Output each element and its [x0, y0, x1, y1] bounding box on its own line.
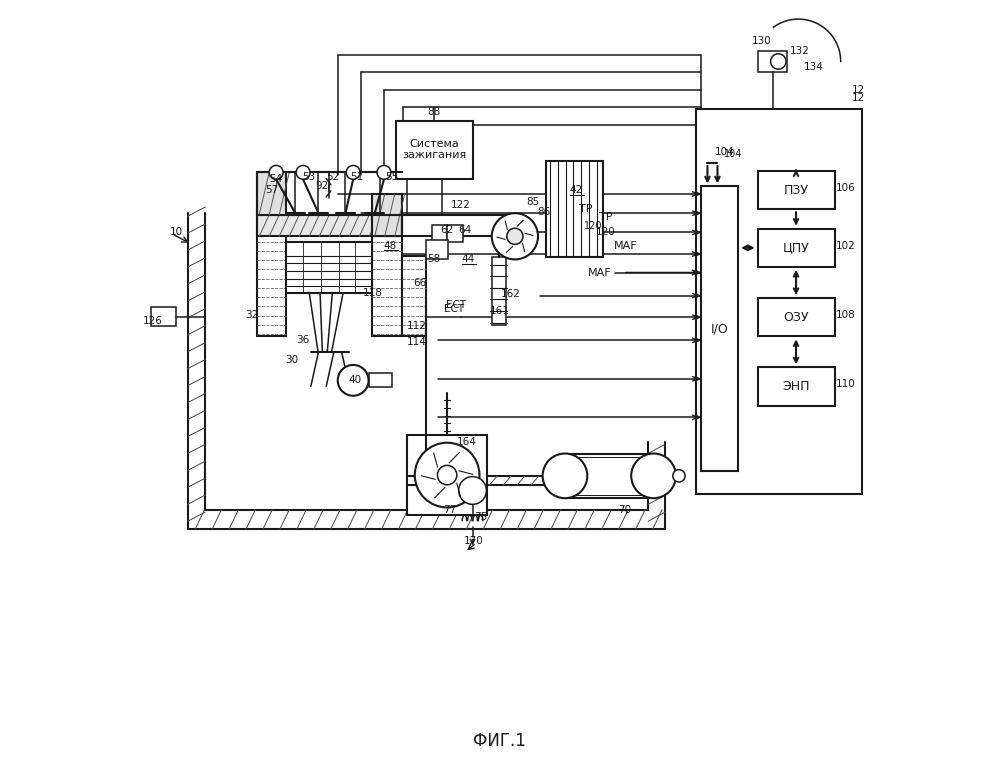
Bar — [757, 367, 834, 406]
Text: MAF: MAF — [587, 267, 611, 278]
Circle shape — [377, 165, 391, 179]
Bar — [373, 194, 402, 237]
Text: 134: 134 — [804, 62, 824, 72]
Text: 52: 52 — [326, 172, 339, 182]
Text: 102: 102 — [836, 240, 856, 250]
Bar — [396, 121, 473, 179]
Circle shape — [459, 477, 487, 504]
Circle shape — [296, 165, 310, 179]
Bar — [757, 51, 787, 72]
Text: 164: 164 — [458, 437, 478, 447]
Text: 104: 104 — [715, 147, 735, 157]
Text: 132: 132 — [790, 46, 810, 56]
Text: ПЗУ: ПЗУ — [783, 184, 808, 196]
Text: ЕСТ: ЕСТ — [446, 300, 466, 310]
Circle shape — [269, 165, 283, 179]
Bar — [257, 215, 402, 237]
Text: ТР: ТР — [579, 204, 592, 214]
Bar — [152, 307, 176, 326]
Text: ЕСТ: ЕСТ — [444, 305, 465, 315]
Bar — [427, 240, 448, 260]
Text: 40: 40 — [349, 376, 362, 385]
Text: 86: 86 — [537, 206, 550, 216]
Bar — [407, 435, 488, 515]
Text: 118: 118 — [364, 288, 384, 298]
Text: 30: 30 — [285, 355, 298, 365]
Circle shape — [506, 228, 523, 244]
Circle shape — [672, 470, 685, 482]
Circle shape — [492, 213, 538, 260]
Text: ФИГ.1: ФИГ.1 — [474, 732, 525, 750]
Bar — [565, 454, 653, 498]
Circle shape — [770, 54, 786, 69]
Text: 161: 161 — [490, 306, 509, 316]
Bar — [757, 171, 834, 209]
Bar — [373, 237, 402, 336]
Circle shape — [347, 165, 360, 179]
Text: 104: 104 — [723, 149, 742, 159]
Text: ТР: ТР — [599, 212, 612, 222]
Text: 130: 130 — [751, 36, 771, 46]
Text: 110: 110 — [836, 380, 856, 389]
Text: ЦПУ: ЦПУ — [782, 241, 809, 254]
Circle shape — [415, 443, 480, 507]
Bar — [286, 243, 373, 292]
Bar — [701, 186, 738, 472]
Text: 12: 12 — [852, 93, 865, 103]
Text: 122: 122 — [452, 200, 471, 210]
Text: 57: 57 — [266, 185, 279, 195]
Text: Система
зажигания: Система зажигания — [402, 139, 467, 161]
Text: 36: 36 — [297, 335, 310, 346]
Text: 10: 10 — [170, 227, 183, 237]
Text: 112: 112 — [408, 322, 427, 332]
Text: 108: 108 — [836, 310, 856, 320]
Text: 88: 88 — [428, 107, 441, 117]
Text: 120: 120 — [584, 221, 602, 231]
Bar — [757, 229, 834, 267]
Bar — [757, 298, 834, 336]
Text: 54: 54 — [270, 174, 283, 183]
Text: I/O: I/O — [711, 322, 728, 335]
Bar — [696, 109, 861, 494]
Text: 70: 70 — [617, 505, 630, 515]
Text: 66: 66 — [413, 278, 426, 288]
Text: 126: 126 — [143, 316, 163, 326]
Text: 85: 85 — [526, 196, 539, 206]
Bar — [448, 225, 463, 242]
Bar — [402, 256, 427, 336]
Text: 75: 75 — [474, 512, 487, 523]
Bar — [257, 217, 286, 336]
Text: ЭНП: ЭНП — [782, 380, 810, 393]
Circle shape — [631, 454, 676, 498]
Bar — [492, 257, 505, 325]
Text: 55: 55 — [385, 172, 399, 182]
Bar — [402, 215, 521, 237]
Circle shape — [438, 465, 457, 485]
Text: 62: 62 — [441, 225, 454, 235]
Text: 32: 32 — [245, 310, 258, 320]
Text: 170: 170 — [465, 536, 484, 546]
Circle shape — [542, 454, 587, 498]
Circle shape — [338, 365, 369, 396]
Text: 42: 42 — [569, 185, 583, 195]
Text: 64: 64 — [459, 225, 472, 235]
Text: ОЗУ: ОЗУ — [783, 311, 809, 324]
Text: 12: 12 — [852, 85, 865, 95]
Text: 114: 114 — [408, 337, 427, 347]
Bar — [257, 172, 286, 215]
Text: 92: 92 — [316, 181, 329, 191]
Text: 77: 77 — [443, 505, 457, 515]
Bar — [545, 161, 603, 257]
Text: 58: 58 — [428, 254, 441, 264]
Text: MAF: MAF — [614, 240, 638, 250]
Text: 120: 120 — [596, 227, 615, 237]
Text: 106: 106 — [836, 182, 856, 192]
Text: 51: 51 — [351, 172, 364, 182]
Bar — [432, 225, 448, 242]
Text: 53: 53 — [302, 172, 315, 182]
Text: 162: 162 — [501, 289, 521, 299]
Bar — [369, 373, 392, 386]
Text: 44: 44 — [462, 254, 475, 264]
Text: 48: 48 — [384, 240, 397, 250]
